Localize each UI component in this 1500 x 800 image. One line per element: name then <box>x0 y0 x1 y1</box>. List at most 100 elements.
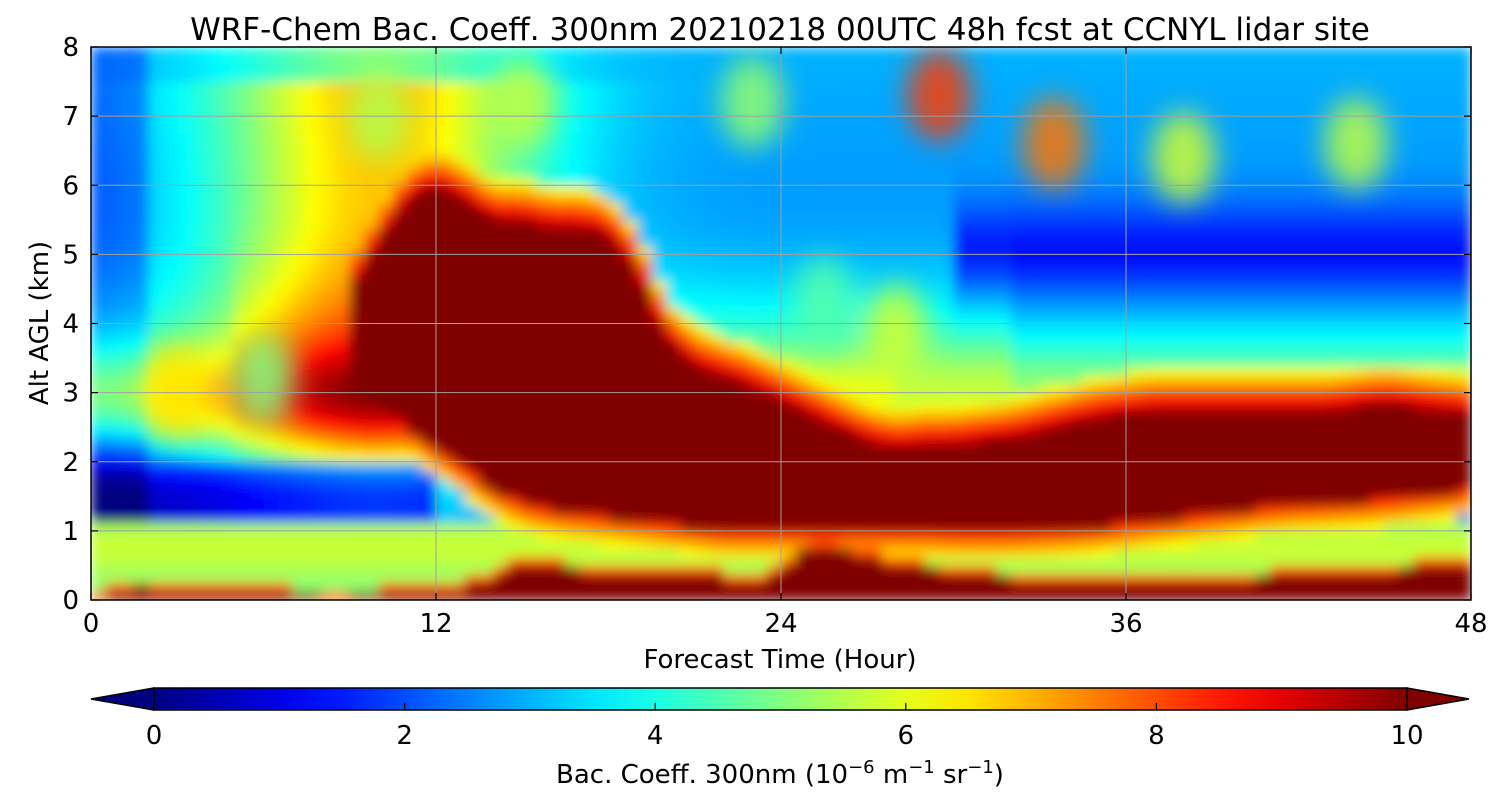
field-cell <box>1197 98 1213 109</box>
field-cell <box>551 444 566 454</box>
field-cell <box>134 409 150 420</box>
field-cell <box>996 64 1012 74</box>
field-cell <box>321 219 336 230</box>
field-cell <box>967 72 983 83</box>
field-cell <box>996 496 1012 506</box>
field-cell <box>364 202 380 212</box>
field-cell <box>982 237 998 247</box>
field-cell <box>622 548 638 558</box>
field-cell <box>781 64 796 74</box>
field-cell <box>306 530 322 541</box>
field-cell <box>1011 453 1026 463</box>
field-cell <box>824 427 840 437</box>
field-cell <box>1154 211 1170 221</box>
field-cell <box>838 332 854 342</box>
field-cell <box>364 401 380 411</box>
field-cell <box>723 504 739 515</box>
field-cell <box>852 142 868 152</box>
field-cell <box>896 133 911 143</box>
field-cell <box>436 211 451 221</box>
field-cell <box>407 116 423 126</box>
field-cell <box>551 323 566 333</box>
field-cell <box>622 496 638 506</box>
field-cell <box>1154 219 1170 230</box>
field-cell <box>91 539 106 549</box>
field-cell <box>220 401 236 411</box>
field-cell <box>407 496 423 506</box>
field-cell <box>335 323 351 333</box>
field-cell <box>134 548 150 558</box>
field-cell <box>1111 245 1127 255</box>
field-cell <box>91 427 106 437</box>
field-cell <box>378 176 394 186</box>
field-cell <box>1183 504 1199 515</box>
field-cell <box>781 530 796 541</box>
field-cell <box>637 185 653 195</box>
field-cell <box>982 211 998 221</box>
field-cell <box>680 513 696 523</box>
field-cell <box>939 530 955 541</box>
field-cell <box>1212 565 1228 575</box>
field-cell <box>479 522 495 532</box>
field-cell <box>1068 219 1084 230</box>
field-cell <box>91 47 106 57</box>
field-cell <box>881 176 897 186</box>
field-cell <box>191 64 207 74</box>
field-cell <box>1140 211 1156 221</box>
field-cell <box>551 375 566 385</box>
field-cell <box>177 47 193 57</box>
field-cell <box>680 435 696 446</box>
field-cell <box>896 55 911 65</box>
field-cell <box>924 150 940 160</box>
field-cell <box>680 297 696 307</box>
field-cell <box>737 228 753 238</box>
field-cell <box>91 176 106 186</box>
field-cell <box>1082 81 1098 91</box>
field-cell <box>191 90 207 100</box>
field-cell <box>766 306 782 316</box>
field-cell <box>838 245 854 255</box>
field-cell <box>220 202 236 212</box>
field-cell <box>709 461 725 471</box>
field-cell <box>709 323 725 333</box>
field-cell <box>622 574 638 584</box>
field-cell <box>1183 64 1199 74</box>
field-cell <box>723 522 739 532</box>
field-cell <box>766 470 782 480</box>
field-cell <box>1097 64 1113 74</box>
field-cell <box>852 487 868 497</box>
field-cell <box>464 556 480 567</box>
field-cell <box>335 340 351 351</box>
field-cell <box>162 513 178 523</box>
field-cell <box>292 98 308 109</box>
field-cell <box>579 504 595 515</box>
field-cell <box>234 409 250 420</box>
field-cell <box>551 565 566 575</box>
field-cell <box>594 340 610 351</box>
field-cell <box>608 383 624 394</box>
field-cell <box>565 349 581 359</box>
field-cell <box>910 288 926 299</box>
field-cell <box>881 453 897 463</box>
field-cell <box>292 90 308 100</box>
field-cell <box>565 358 581 368</box>
field-cell <box>752 323 768 333</box>
field-cell <box>1011 245 1026 255</box>
field-cell <box>910 219 926 230</box>
field-cell <box>896 470 911 480</box>
field-cell <box>378 202 394 212</box>
field-cell <box>364 548 380 558</box>
field-cell <box>479 219 495 230</box>
field-cell <box>565 496 581 506</box>
field-cell <box>1140 81 1156 91</box>
field-cell <box>579 81 595 91</box>
field-cell <box>177 306 193 316</box>
field-cell <box>967 444 983 454</box>
field-cell <box>234 504 250 515</box>
field-cell <box>1111 306 1127 316</box>
field-cell <box>479 332 495 342</box>
field-cell <box>881 479 897 489</box>
field-cell <box>809 591 825 600</box>
field-cell <box>321 496 336 506</box>
field-cell <box>781 72 796 83</box>
